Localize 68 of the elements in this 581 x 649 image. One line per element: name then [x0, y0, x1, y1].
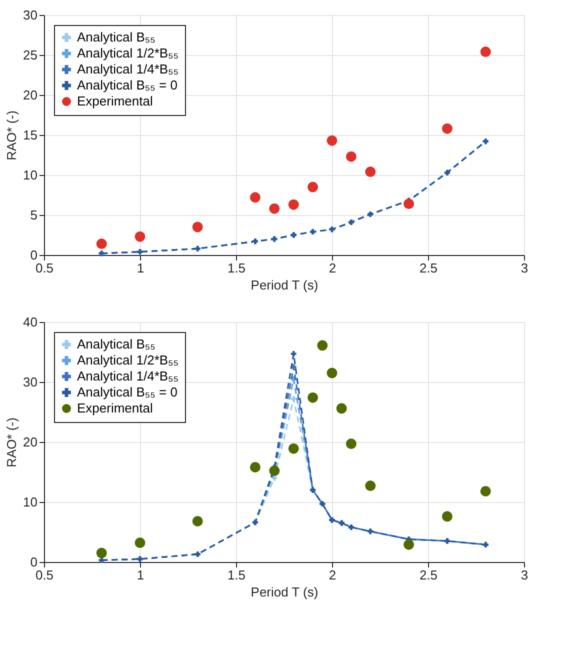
- legend-label: Experimental: [77, 94, 153, 108]
- x-tick-label: 1.5: [227, 568, 246, 582]
- point: [290, 351, 296, 357]
- point: [308, 182, 318, 192]
- y-tick-label: 20: [23, 88, 38, 102]
- legend-label: Analytical B₅₅ = 0: [77, 384, 178, 400]
- x-tick-label: 3: [520, 568, 528, 582]
- x-tick-label: 1: [136, 568, 144, 582]
- point: [317, 340, 328, 351]
- point: [96, 238, 107, 250]
- x-tick-label: 2: [328, 260, 336, 276]
- point: [365, 166, 376, 178]
- x-axis-title: Period T (s): [250, 278, 318, 292]
- y-tick-label: 10: [23, 168, 38, 182]
- legend-label: Analytical 1/2*B₅₅: [77, 46, 179, 60]
- x-tick-label: 0.5: [35, 568, 54, 582]
- point: [269, 203, 280, 214]
- y-tick-label: 30: [23, 374, 38, 390]
- point: [308, 392, 318, 403]
- y-tick-label: 30: [23, 8, 38, 22]
- point: [404, 539, 414, 550]
- y-tick-label: 5: [30, 208, 38, 222]
- y-tick-label: 15: [23, 128, 38, 142]
- legend-label: Analytical 1/4*B₅₅: [77, 62, 179, 76]
- legend-label: Experimental: [77, 400, 153, 416]
- point: [288, 443, 299, 454]
- point: [250, 462, 260, 472]
- point: [442, 511, 452, 522]
- x-tick-label: 1: [136, 260, 144, 276]
- point: [134, 231, 146, 242]
- point: [250, 192, 260, 203]
- y-tick-label: 25: [23, 48, 38, 62]
- point: [192, 222, 203, 232]
- legend-label: Analytical 1/4*B₅₅: [77, 368, 179, 384]
- point: [134, 538, 146, 548]
- point: [442, 123, 452, 134]
- x-tick-label: 1.5: [227, 260, 246, 276]
- legend-label: Analytical B₅₅ = 0: [77, 78, 178, 92]
- legend-label: Analytical B₅₅: [77, 336, 156, 352]
- x-tick-label: 3: [520, 260, 528, 276]
- x-tick-label: 2.5: [419, 260, 438, 276]
- legend-label: Analytical B₅₅: [77, 30, 156, 44]
- point: [288, 199, 299, 210]
- y-tick-label: 0: [30, 248, 38, 262]
- x-tick-label: 2: [328, 568, 336, 582]
- point: [192, 516, 203, 526]
- point: [326, 135, 338, 146]
- y-tick-label: 0: [30, 554, 38, 570]
- point: [480, 486, 491, 496]
- y-tick-label: 20: [23, 434, 38, 450]
- point: [346, 438, 356, 450]
- point: [290, 396, 296, 402]
- y-tick-label: 40: [23, 314, 38, 330]
- y-tick-label: 10: [23, 494, 38, 510]
- point: [326, 368, 338, 378]
- point: [480, 46, 491, 58]
- point: [269, 466, 280, 476]
- x-axis-title: Period T (s): [250, 584, 318, 600]
- point: [365, 480, 376, 492]
- y-axis-title: RAO* (-): [4, 110, 20, 160]
- legend-label: Analytical 1/2*B₅₅: [77, 352, 179, 368]
- x-tick-label: 0.5: [35, 260, 54, 276]
- x-tick-label: 2.5: [419, 568, 438, 582]
- point: [404, 198, 414, 210]
- point: [336, 403, 347, 414]
- y-axis-title: RAO* (-): [4, 418, 20, 468]
- point: [346, 151, 356, 162]
- point: [96, 548, 107, 558]
